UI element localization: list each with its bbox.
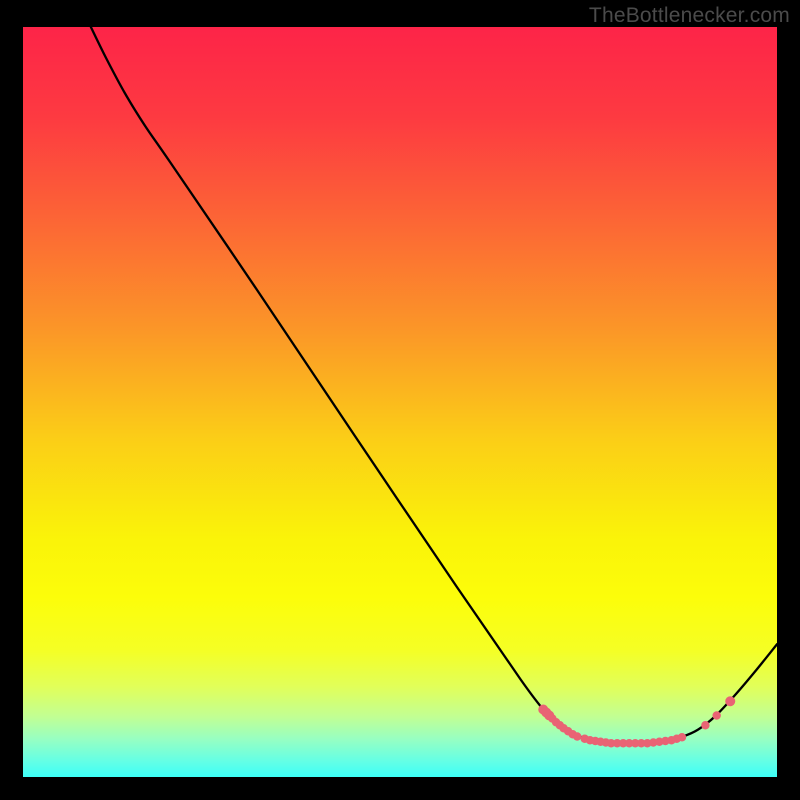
chart-svg	[23, 27, 777, 777]
curve-marker	[701, 721, 709, 729]
curve-marker	[725, 696, 735, 706]
chart-frame: TheBottlenecker.com	[0, 0, 800, 800]
curve-marker	[678, 733, 686, 741]
curve-marker	[573, 732, 581, 740]
chart-plot-area	[23, 27, 777, 777]
chart-background	[23, 27, 777, 777]
curve-marker	[712, 711, 720, 719]
watermark-text: TheBottlenecker.com	[589, 4, 790, 28]
